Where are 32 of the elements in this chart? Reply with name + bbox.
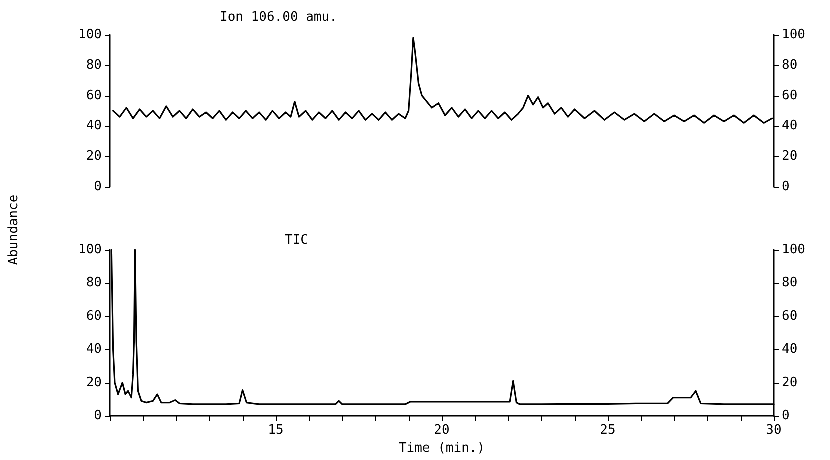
y2-tick-label: 80 xyxy=(782,58,798,73)
y2-tick-label: 80 xyxy=(782,276,798,291)
y-tick-label: 80 xyxy=(86,276,102,291)
y2-tick-label: 40 xyxy=(782,342,798,358)
y-tick-label: 40 xyxy=(86,118,102,134)
chart-title: Ion 106.00 amu. xyxy=(220,10,338,25)
chart-title: TIC xyxy=(285,233,308,248)
y-axis-title: Abundance xyxy=(6,194,22,266)
y2-tick-label: 100 xyxy=(782,28,806,42)
y-tick-label: 0 xyxy=(94,408,102,424)
y-tick-label: 60 xyxy=(86,88,102,104)
y2-tick-label: 20 xyxy=(782,149,798,164)
y-tick-label: 0 xyxy=(94,180,102,194)
y2-tick-label: 60 xyxy=(782,308,798,324)
x-tick-label: 25 xyxy=(600,423,616,438)
x-tick-label: 15 xyxy=(268,423,284,438)
x-tick-label: 30 xyxy=(766,423,782,438)
y-tick-label: 80 xyxy=(86,58,102,73)
y-tick-label: 100 xyxy=(78,28,102,42)
y-tick-label: 60 xyxy=(86,308,102,324)
x-axis-title: Time (min.) xyxy=(398,441,486,456)
y-tick-label: 20 xyxy=(86,149,102,164)
y2-tick-label: 100 xyxy=(782,242,806,258)
y2-tick-label: 20 xyxy=(782,375,798,390)
y2-tick-label: 40 xyxy=(782,118,798,134)
y2-tick-label: 60 xyxy=(782,88,798,104)
y-tick-label: 20 xyxy=(86,375,102,390)
x-tick-label: 20 xyxy=(434,423,450,438)
y-tick-label: 40 xyxy=(86,342,102,358)
y2-tick-label: 0 xyxy=(782,408,790,424)
y-tick-label: 100 xyxy=(78,242,102,258)
y2-tick-label: 0 xyxy=(782,180,790,194)
